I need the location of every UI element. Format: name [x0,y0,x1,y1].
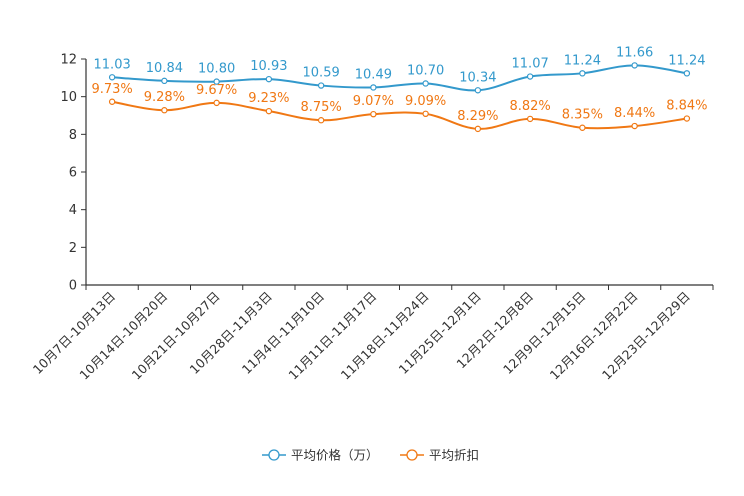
series-line [111,100,688,130]
data-point [474,87,482,94]
data-label: 10.84 [146,61,183,76]
x-tick-label: 11月18日-11月24日 [338,289,432,383]
data-point [370,110,377,118]
data-label: 8.35% [562,108,603,123]
data-label: 11.24 [668,53,705,68]
data-point [474,125,482,133]
x-tick-label: 10月14日-10月20日 [76,289,170,383]
data-label: 10.34 [459,70,496,85]
data-point [108,74,116,81]
legend-label: 平均价格（万） [291,448,379,463]
legend-marker [268,449,280,461]
data-point [161,107,168,114]
legend-item-avg-discount[interactable]: 平均折扣 [400,448,479,463]
data-label: 9.07% [353,94,394,109]
series-layer: 11.03 10.84 10.80 10.93 10.59 10.49 10.70 10.34… [91,45,708,133]
y-tick-label: 4 [69,203,77,218]
data-label: 10.59 [303,66,340,81]
data-point [422,110,429,118]
data-point [683,115,691,122]
data-point [317,82,325,89]
data-label: 11.66 [616,45,653,60]
data-point [108,98,116,105]
data-label: 11.03 [94,57,131,72]
data-label: 10.80 [198,62,235,77]
data-point [422,80,429,87]
data-point [161,77,168,85]
data-point [526,115,534,123]
x-tick-label: 12月16日-12月22日 [547,289,641,383]
data-point [631,122,638,130]
series-avg-discount: 9.73% 9.28% 9.67% 9.23% 8.75% 9.07% 9.09% 8.29%… [91,82,708,133]
data-label: 10.49 [355,67,392,82]
data-point [213,99,220,107]
legend[interactable]: 平均价格（万） 平均折扣 [262,448,479,463]
data-point [317,117,325,124]
y-tick-label: 6 [69,166,77,181]
data-label: 8.84% [666,99,707,114]
data-label: 8.75% [300,100,341,115]
legend-marker [406,449,418,461]
x-tick-label: 12月23日-12月29日 [599,289,693,383]
data-label: 8.29% [457,109,498,124]
data-label: 9.67% [196,83,237,98]
data-point [213,78,220,85]
legend-label: 平均折扣 [429,448,479,463]
series-avg-price: 11.03 10.84 10.80 10.93 10.59 10.49 10.70 10.34… [94,45,705,94]
data-label: 10.93 [250,59,287,74]
x-tick-label: 10月21日-10月27日 [129,289,223,383]
data-label: 9.09% [405,94,446,109]
data-label: 8.82% [509,99,550,114]
y-tick-label: 8 [69,128,77,143]
data-point [683,70,691,77]
data-label: 11.24 [564,53,601,68]
data-point [579,70,586,77]
data-label: 9.28% [144,90,185,105]
data-label: 10.70 [407,63,444,78]
data-point [579,124,586,131]
data-label: 9.23% [248,91,289,106]
data-point [265,107,273,115]
y-tick-label: 0 [69,279,77,294]
data-point [265,75,273,83]
data-point [370,84,377,91]
data-label: 9.73% [91,82,132,97]
y-tick-label: 2 [69,241,77,256]
x-tick-label: 11月11日-11月17日 [285,289,379,383]
data-point [631,62,638,69]
data-label: 8.44% [614,106,655,121]
y-tick-label: 12 [60,53,77,68]
data-label: 11.07 [512,57,549,72]
y-tick-label: 10 [60,90,77,105]
data-point [526,73,534,80]
series-line [112,64,688,92]
legend-item-avg-price[interactable]: 平均价格（万） [262,448,379,463]
